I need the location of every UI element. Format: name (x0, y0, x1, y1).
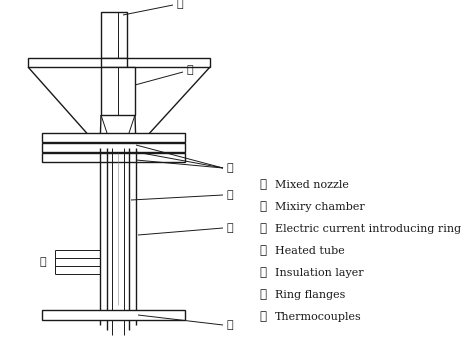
Text: Mixiry chamber: Mixiry chamber (275, 202, 365, 212)
Text: Heated tube: Heated tube (275, 246, 345, 256)
Text: ①: ① (259, 178, 266, 191)
Text: ⑥: ⑥ (259, 288, 266, 302)
Text: ②: ② (187, 65, 193, 75)
Text: ⑦: ⑦ (40, 257, 46, 267)
Text: Electric current introducing ring: Electric current introducing ring (275, 224, 461, 234)
Bar (101, 67, 135, 115)
Text: ④: ④ (227, 190, 233, 200)
Text: Mixed nozzle: Mixed nozzle (275, 180, 349, 190)
Text: Insulation layer: Insulation layer (275, 268, 364, 278)
Text: ①: ① (177, 0, 183, 9)
Text: ⑤: ⑤ (227, 223, 233, 233)
Text: ⑤: ⑤ (259, 266, 266, 280)
Text: ⑥: ⑥ (227, 320, 233, 330)
Text: ③: ③ (227, 163, 233, 173)
Text: ③: ③ (259, 222, 266, 236)
Bar (28, 58, 210, 67)
Bar (42, 133, 185, 142)
Bar (42, 153, 185, 162)
Text: ⑦: ⑦ (259, 311, 266, 323)
Text: ④: ④ (259, 245, 266, 257)
Text: Thermocouples: Thermocouples (275, 312, 362, 322)
Bar (101, 12, 127, 58)
Bar (42, 310, 185, 320)
Text: Ring flanges: Ring flanges (275, 290, 346, 300)
Text: ②: ② (259, 201, 266, 213)
Bar (42, 143, 185, 152)
